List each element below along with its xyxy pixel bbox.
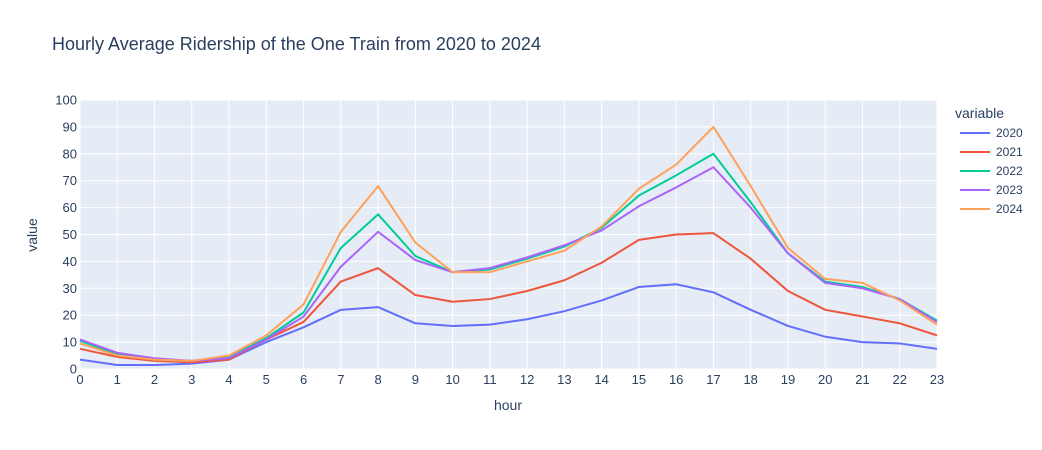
y-tick-label: 40 <box>63 254 77 269</box>
x-tick-label: 13 <box>557 372 571 387</box>
y-tick-label: 0 <box>70 362 77 377</box>
chart-title: Hourly Average Ridership of the One Trai… <box>52 34 541 54</box>
x-tick-label: 16 <box>669 372 683 387</box>
y-tick-label: 90 <box>63 119 77 134</box>
x-tick-label: 7 <box>337 372 344 387</box>
legend-title: variable <box>955 105 1004 121</box>
legend-label-2022: 2022 <box>996 164 1023 178</box>
x-tick-label: 6 <box>300 372 307 387</box>
legend-label-2024: 2024 <box>996 202 1023 216</box>
series-line-2024 <box>79 125 938 362</box>
legend-label-2020: 2020 <box>996 126 1023 140</box>
x-tick-label: 20 <box>818 372 832 387</box>
series-line-2021 <box>79 232 938 364</box>
y-tick-label: 30 <box>63 281 77 296</box>
x-tick-label: 12 <box>520 372 534 387</box>
x-tick-label: 3 <box>188 372 195 387</box>
x-tick-label: 4 <box>225 372 232 387</box>
x-tick-label: 5 <box>263 372 270 387</box>
x-tick-label: 2 <box>151 372 158 387</box>
x-tick-label: 21 <box>855 372 869 387</box>
y-tick-label: 70 <box>63 173 77 188</box>
x-tick-label: 15 <box>632 372 646 387</box>
x-axis-ticks: 0 1 2 3 4 5 6 7 8 9 10 11 12 13 14 15 16 17 18 19 20 21 22 23 <box>76 372 944 387</box>
y-tick-label: 100 <box>55 93 77 108</box>
y-axis-ticks: 0 10 20 30 40 50 60 70 80 90 100 <box>55 93 77 377</box>
y-tick-label: 20 <box>63 308 77 323</box>
grid-lines <box>79 99 938 370</box>
series-lines <box>79 125 938 366</box>
y-tick-label: 60 <box>63 200 77 215</box>
x-tick-label: 17 <box>706 372 720 387</box>
y-tick-label: 10 <box>63 335 77 350</box>
x-tick-label: 8 <box>374 372 381 387</box>
x-tick-label: 9 <box>412 372 419 387</box>
x-tick-label: 23 <box>930 372 944 387</box>
x-tick-label: 22 <box>893 372 907 387</box>
legend-label-2023: 2023 <box>996 183 1023 197</box>
x-axis-title: hour <box>494 397 522 413</box>
series-line-2023 <box>79 166 938 362</box>
x-tick-label: 19 <box>781 372 795 387</box>
x-tick-label: 18 <box>743 372 757 387</box>
legend-label-2021: 2021 <box>996 145 1023 159</box>
y-tick-label: 80 <box>63 146 77 161</box>
x-tick-label: 11 <box>483 372 497 387</box>
y-tick-label: 50 <box>63 227 77 242</box>
x-tick-label: 1 <box>114 372 121 387</box>
x-tick-label: 14 <box>594 372 608 387</box>
x-tick-label: 10 <box>445 372 459 387</box>
legend: variable 2020 2021 2022 2023 2024 <box>955 105 1023 216</box>
x-tick-label: 0 <box>76 372 83 387</box>
y-axis-title: value <box>24 218 40 252</box>
